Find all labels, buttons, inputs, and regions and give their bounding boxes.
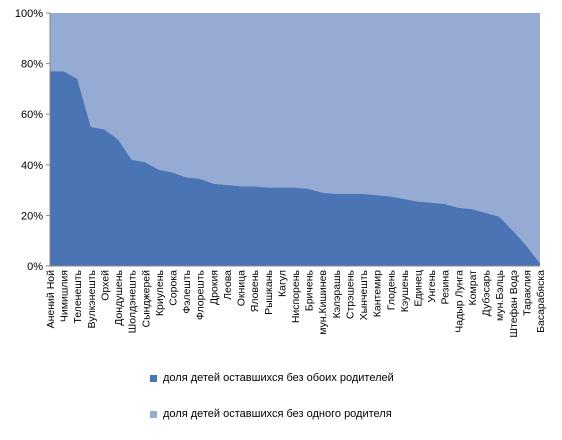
x-category-label: Шолдэнешть — [127, 269, 139, 333]
y-tick-label: 60% — [21, 109, 43, 121]
x-category-label: Дрокия — [208, 270, 220, 305]
x-category-label: Сорока — [168, 270, 180, 306]
y-tick-label: 20% — [21, 210, 43, 222]
x-category-label: мун.Кишинев — [317, 270, 329, 335]
x-category-label: Глодень — [385, 269, 397, 310]
x-category-label: Окница — [236, 270, 248, 306]
x-category-label: Чимишлия — [59, 270, 71, 322]
y-tick-label: 0% — [27, 261, 43, 273]
x-category-label: Комрат — [467, 270, 479, 306]
x-category-label: Кагул — [276, 270, 288, 297]
x-category-label: Дубэсарь — [481, 269, 493, 316]
area-both-parents — [50, 71, 540, 266]
x-axis-labels: Анений Ной Чимишлия Теленешть Вулкэнешть Орх… — [45, 269, 547, 337]
x-category-label: Кэлэрашь — [331, 269, 343, 318]
x-category-label: Унгень — [426, 269, 438, 302]
x-category-label: Кэушень — [399, 269, 411, 312]
x-category-label: Единец — [413, 270, 425, 307]
x-category-label: Стрэшень — [344, 269, 356, 319]
legend-item-one-parent: доля детей оставшихся без одного родител… — [150, 408, 392, 420]
y-tick-label: 80% — [21, 59, 43, 71]
legend-label-one: доля детей оставшихся без одного родител… — [163, 408, 392, 420]
y-tick-label: 40% — [21, 160, 43, 172]
legend-item-both-parents: доля детей оставшихся без обоих родителе… — [150, 372, 394, 384]
y-tick-label: 100% — [15, 8, 43, 20]
x-category-label: Анений Ной — [45, 270, 57, 329]
area-one-parent — [50, 13, 540, 264]
x-category-label: Фэлешть — [181, 269, 193, 313]
legend-label-both: доля детей оставшихся без обоих родителе… — [163, 372, 394, 384]
x-category-label: Леова — [222, 270, 234, 300]
x-category-label: Резина — [440, 270, 452, 305]
x-category-label: Чадыр Лунга — [453, 270, 465, 333]
x-category-label: Теленешть — [72, 269, 84, 323]
legend-swatch-both — [150, 374, 157, 382]
x-category-label: Сынджерей — [140, 270, 152, 328]
y-axis-ticks: 0% 20% 40% 60% 80% 100% — [15, 8, 50, 273]
x-category-label: Ниспорень — [290, 269, 302, 323]
x-category-label: Тараклия — [521, 270, 533, 316]
x-category-label: Рышкань — [263, 269, 275, 314]
x-category-label: Вулкэнешть — [86, 269, 98, 328]
x-category-label: Бричень — [304, 269, 316, 311]
x-category-label: Флорешть — [195, 269, 207, 320]
x-category-label: Орхей — [99, 270, 111, 301]
x-category-label: Кантемир — [372, 270, 384, 317]
x-category-label: Штефан Водэ — [508, 270, 520, 338]
x-category-label: Яловень — [249, 269, 261, 312]
plot-area — [49, 13, 540, 267]
x-category-label: мун.Бэлць — [494, 269, 506, 320]
x-category-label: Криулень — [154, 269, 166, 316]
legend-swatch-one — [150, 410, 157, 418]
x-category-label: Дондушень — [113, 269, 125, 325]
x-category-label: Басарабяска — [535, 270, 547, 333]
x-category-label: Хынчешть — [358, 269, 370, 320]
